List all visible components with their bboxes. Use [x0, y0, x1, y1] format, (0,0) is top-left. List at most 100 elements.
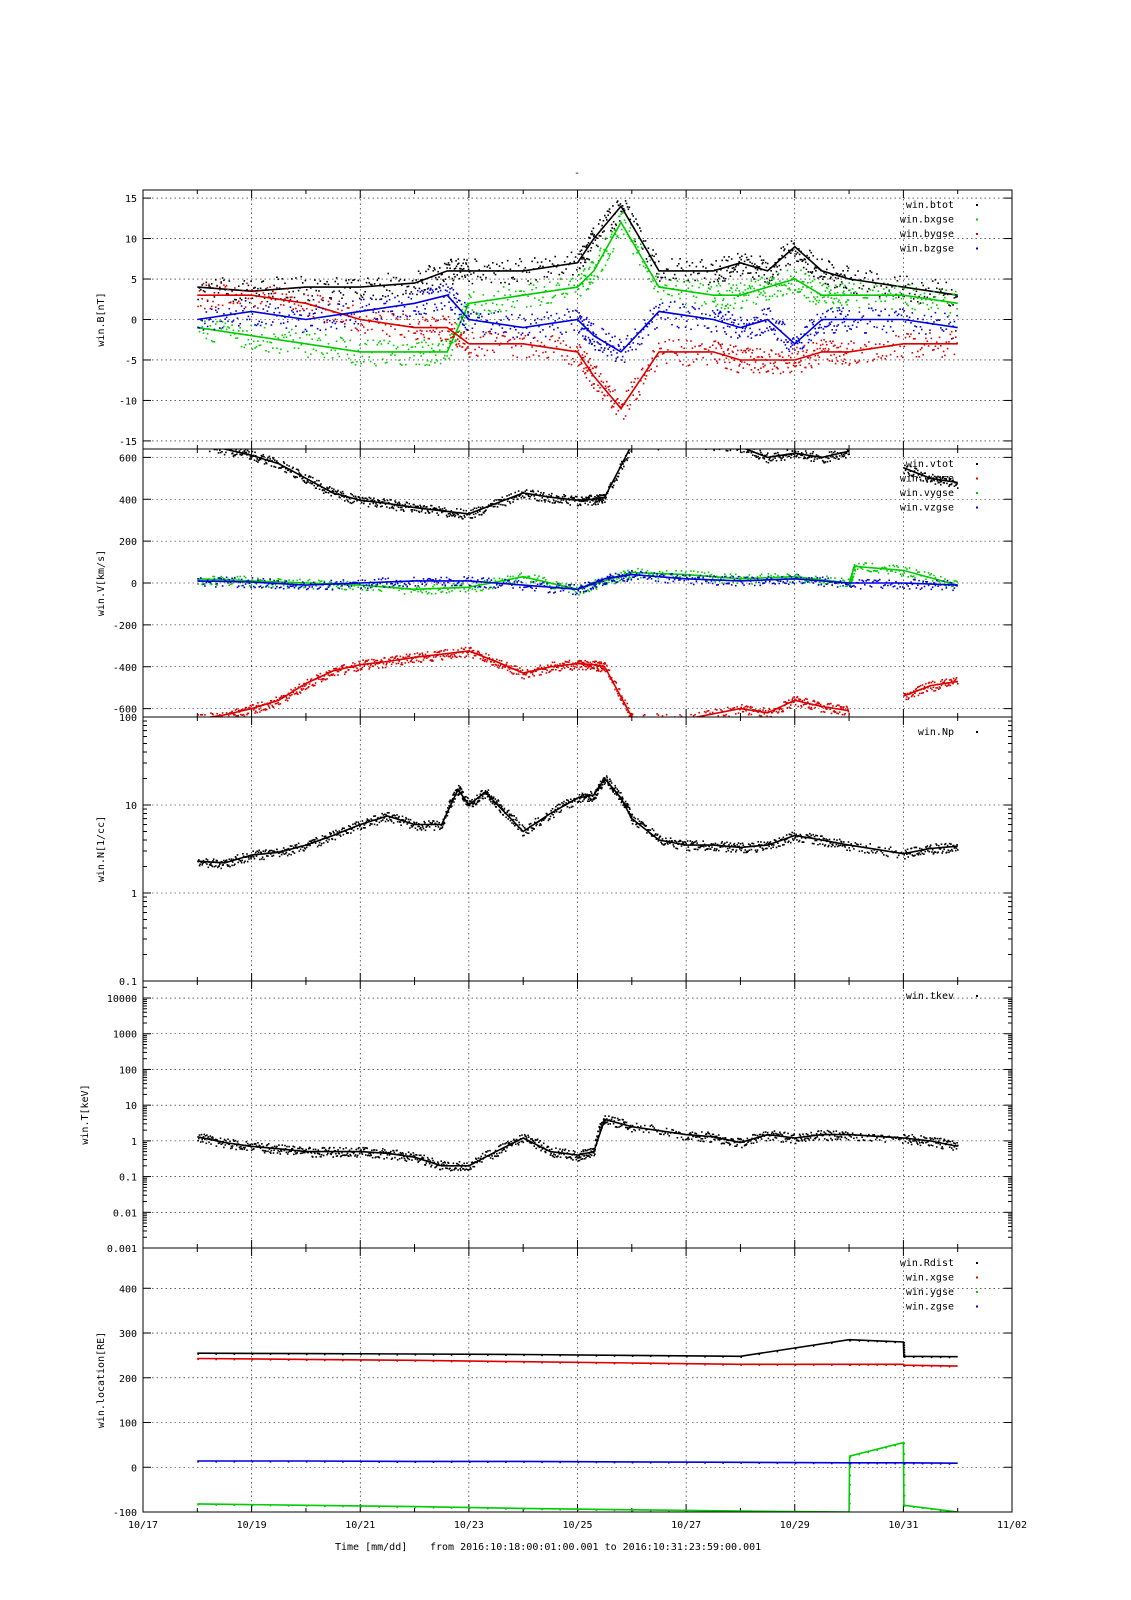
data-point [517, 295, 520, 297]
data-point [444, 358, 447, 360]
data-point [481, 279, 483, 281]
data-point [949, 312, 952, 314]
data-point [248, 289, 251, 292]
data-point [590, 372, 593, 374]
data-point [707, 283, 710, 286]
data-point [425, 318, 427, 321]
data-point [472, 337, 475, 340]
data-point [639, 394, 641, 396]
data-point [715, 325, 717, 328]
data-point [307, 481, 309, 483]
data-point [584, 371, 587, 374]
data-point [435, 327, 438, 330]
data-point [641, 720, 643, 722]
data-point [464, 326, 467, 329]
data-point [827, 283, 829, 285]
data-point [238, 300, 240, 302]
data-point [828, 285, 830, 288]
data-point [301, 477, 304, 480]
data-point [523, 290, 525, 293]
data-point [834, 457, 837, 460]
data-point [946, 482, 948, 485]
data-point [776, 339, 778, 341]
data-point [246, 288, 248, 291]
data-point [272, 290, 274, 293]
data-point [790, 275, 792, 277]
data-point [316, 479, 318, 482]
data-point [281, 293, 284, 295]
data-point [781, 356, 784, 358]
data-point [592, 227, 595, 230]
data-point [652, 313, 654, 315]
data-point [596, 390, 599, 393]
data-point [812, 255, 814, 257]
data-point [314, 481, 316, 483]
data-point [601, 351, 604, 353]
data-point [310, 287, 312, 289]
data-point [360, 298, 362, 301]
data-point [428, 292, 430, 295]
data-point [676, 325, 679, 328]
data-point [242, 290, 244, 292]
data-point [216, 449, 218, 451]
data-point [460, 516, 463, 518]
data-point [850, 276, 852, 279]
data-point [661, 715, 664, 717]
data-point [510, 493, 512, 495]
data-point [372, 294, 375, 297]
data-point [418, 363, 421, 366]
data-point [532, 491, 535, 493]
data-point [354, 327, 357, 329]
data-point [558, 337, 561, 339]
data-point [249, 456, 252, 458]
data-point [607, 348, 609, 350]
data-point [539, 331, 542, 333]
data-point [280, 348, 282, 351]
data-point [267, 704, 269, 706]
data-point [457, 331, 460, 333]
data-point [250, 456, 253, 459]
data-point [390, 280, 392, 282]
data-point [322, 307, 324, 310]
data-point [535, 350, 537, 352]
data-point [372, 311, 375, 313]
data-point [212, 287, 214, 289]
data-point [800, 360, 802, 362]
data-point [957, 487, 959, 489]
data-point [360, 323, 362, 325]
data-point [246, 449, 249, 452]
data-point [618, 204, 620, 207]
data-point [262, 453, 265, 456]
data-point [289, 296, 292, 299]
data-point [921, 282, 923, 284]
data-point [599, 249, 601, 252]
data-point [745, 299, 748, 302]
data-point [555, 266, 558, 268]
data-point [745, 256, 748, 259]
data-point [933, 321, 935, 323]
data-point [300, 474, 303, 477]
data-point [496, 263, 498, 266]
data-point [741, 704, 743, 706]
data-point [889, 353, 892, 356]
data-point [330, 298, 332, 301]
data-point [836, 360, 839, 362]
data-point [608, 332, 610, 335]
data-point [468, 293, 470, 296]
data-point [350, 281, 353, 284]
data-point [366, 498, 368, 500]
data-point [375, 662, 378, 665]
data-point [790, 454, 793, 456]
data-point [823, 332, 825, 334]
data-point [529, 495, 531, 498]
series-layer [197, 449, 959, 722]
data-point [586, 664, 589, 667]
data-point [465, 304, 468, 306]
data-point [333, 668, 335, 670]
data-point [430, 276, 433, 278]
data-point [651, 254, 653, 257]
data-point [621, 228, 623, 231]
data-point [357, 279, 360, 282]
data-point [695, 265, 698, 268]
data-point [599, 494, 602, 497]
